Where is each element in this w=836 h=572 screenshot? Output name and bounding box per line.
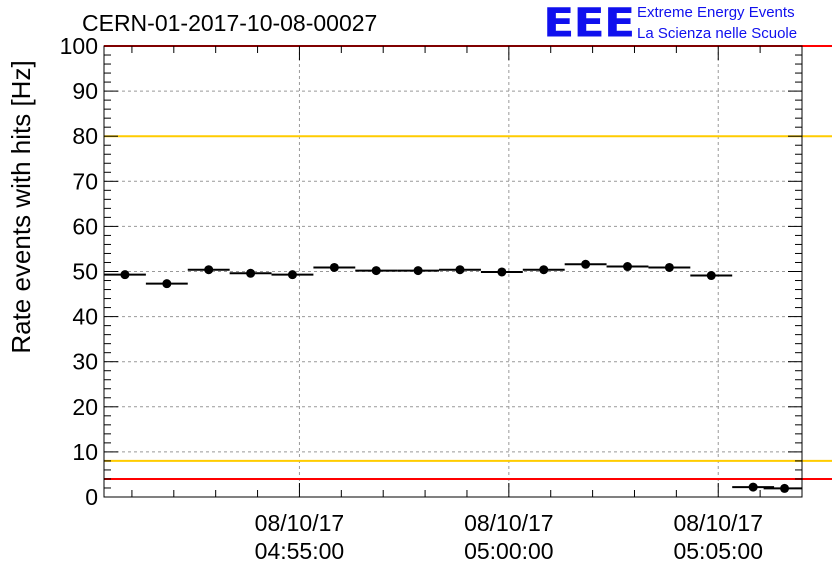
logo-subtitle-line1: Extreme Energy Events bbox=[637, 4, 795, 21]
data-point bbox=[287, 270, 297, 280]
threshold-layer bbox=[104, 45, 832, 480]
data-point bbox=[706, 271, 716, 281]
x-tick-time-label: 05:00:00 bbox=[464, 538, 554, 564]
axis-layer: 010203040506070809010008/10/1704:55:0008… bbox=[60, 33, 803, 564]
x-tick-time-label: 05:05:00 bbox=[673, 538, 763, 564]
y-tick-label: 10 bbox=[72, 439, 98, 465]
data-point bbox=[371, 266, 381, 276]
x-tick-date-label: 08/10/17 bbox=[255, 510, 345, 536]
eee-logo: EEE bbox=[543, 0, 635, 47]
data-point bbox=[780, 483, 790, 493]
x-tick-date-label: 08/10/17 bbox=[464, 510, 554, 536]
y-axis-label: Rate events with hits [Hz] bbox=[6, 60, 36, 353]
data-point bbox=[413, 266, 423, 276]
data-point bbox=[623, 262, 632, 272]
grid-layer bbox=[104, 46, 802, 497]
y-tick-label: 70 bbox=[72, 168, 98, 194]
data-point bbox=[539, 265, 549, 275]
data-point bbox=[246, 268, 256, 278]
x-tick-time-label: 04:55:00 bbox=[255, 538, 345, 564]
data-point bbox=[162, 279, 172, 289]
data-point bbox=[120, 270, 130, 280]
data-point bbox=[204, 265, 214, 275]
y-tick-label: 20 bbox=[72, 394, 98, 420]
run-title: CERN-01-2017-10-08-00027 bbox=[82, 10, 378, 36]
y-tick-label: 80 bbox=[72, 123, 98, 149]
y-tick-label: 30 bbox=[72, 349, 98, 375]
data-point bbox=[664, 262, 674, 272]
y-tick-label: 50 bbox=[72, 259, 98, 285]
data-point bbox=[497, 267, 507, 277]
x-tick-date-label: 08/10/17 bbox=[673, 510, 763, 536]
data-point bbox=[329, 262, 339, 272]
data-point bbox=[455, 265, 465, 275]
data-point bbox=[748, 482, 758, 492]
y-tick-label: 90 bbox=[72, 78, 98, 104]
y-tick-label: 100 bbox=[60, 33, 98, 59]
data-layer bbox=[104, 259, 802, 493]
y-tick-label: 0 bbox=[85, 484, 98, 510]
y-tick-label: 60 bbox=[72, 213, 98, 239]
y-tick-label: 40 bbox=[72, 304, 98, 330]
logo-subtitle-line2: La Scienza nelle Scuole bbox=[637, 25, 798, 42]
data-point bbox=[581, 259, 591, 269]
